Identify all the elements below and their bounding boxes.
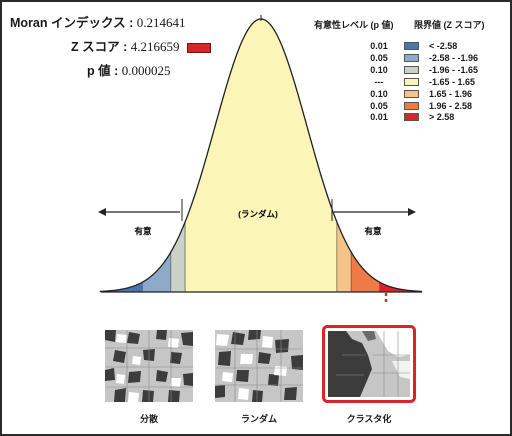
legend-swatch xyxy=(404,65,419,74)
z-score-swatch xyxy=(186,42,211,53)
legend-significance: 0.10 xyxy=(370,88,388,99)
clustered-pattern-map xyxy=(322,325,416,403)
legend-swatch xyxy=(404,89,419,98)
moran-index-label: Moran インデックス : xyxy=(10,16,134,30)
legend-critical-title: 限界値 (Z スコア) xyxy=(414,20,485,30)
legend-significance: 0.10 xyxy=(370,64,388,75)
legend-range: -2.58 - -1.96 xyxy=(429,52,479,63)
legend-range: -1.96 - -1.65 xyxy=(429,64,479,75)
dispersed-label: 分散 xyxy=(139,414,158,424)
random-label: ランダム xyxy=(240,414,277,424)
normal-curve-diagram: (ランダム) 有意 有意 xyxy=(98,15,423,302)
dispersed-pattern-map xyxy=(105,330,193,402)
p-value-row: p 値 : 0.000025 xyxy=(87,60,170,79)
legend-range: -1.65 - 1.65 xyxy=(429,76,476,87)
right-significant-label: 有意 xyxy=(364,226,382,236)
left-arrowhead xyxy=(98,208,106,216)
legend-range: 1.65 - 1.96 xyxy=(429,88,473,99)
legend-swatch xyxy=(404,42,419,50)
random-pattern-map xyxy=(215,330,303,402)
moran-index-value: 0.214641 xyxy=(136,15,186,30)
z-score-value: 4.216659 xyxy=(130,39,180,54)
region-random xyxy=(184,18,338,293)
p-value-value: 0.000025 xyxy=(121,63,171,78)
region-1.96-1.65 xyxy=(170,221,186,293)
legend-swatch xyxy=(404,53,419,62)
clustered-label: クラスタ化 xyxy=(346,414,392,424)
z-score-row: Z スコア : 4.216659 xyxy=(71,36,211,55)
legend-swatch xyxy=(404,101,419,110)
legend-significance: 0.01 xyxy=(370,112,388,123)
z-score-label: Z スコア : xyxy=(71,40,128,54)
right-arrowhead xyxy=(408,208,416,216)
legend-range: > 2.58 xyxy=(429,112,455,123)
legend-swatch xyxy=(404,113,419,122)
p-value-label: p 値 : xyxy=(87,64,119,78)
legend-range: < -2.58 xyxy=(429,41,458,51)
legend-significance: 0.05 xyxy=(370,100,388,111)
random-region-label: (ランダム) xyxy=(238,209,278,219)
legend-swatch xyxy=(404,77,419,86)
legend-significance-title: 有意性レベル (p 値) xyxy=(314,20,394,30)
moran-index-row: Moran インデックス : 0.214641 xyxy=(10,12,185,31)
legend-range: 1.96 - 2.58 xyxy=(429,100,473,111)
legend-significance: 0.05 xyxy=(370,52,388,63)
region-1.65-1.96 xyxy=(336,221,352,293)
legend-significance: --- xyxy=(374,76,384,87)
left-significant-label: 有意 xyxy=(134,226,152,236)
legend-significance: 0.01 xyxy=(370,41,388,51)
